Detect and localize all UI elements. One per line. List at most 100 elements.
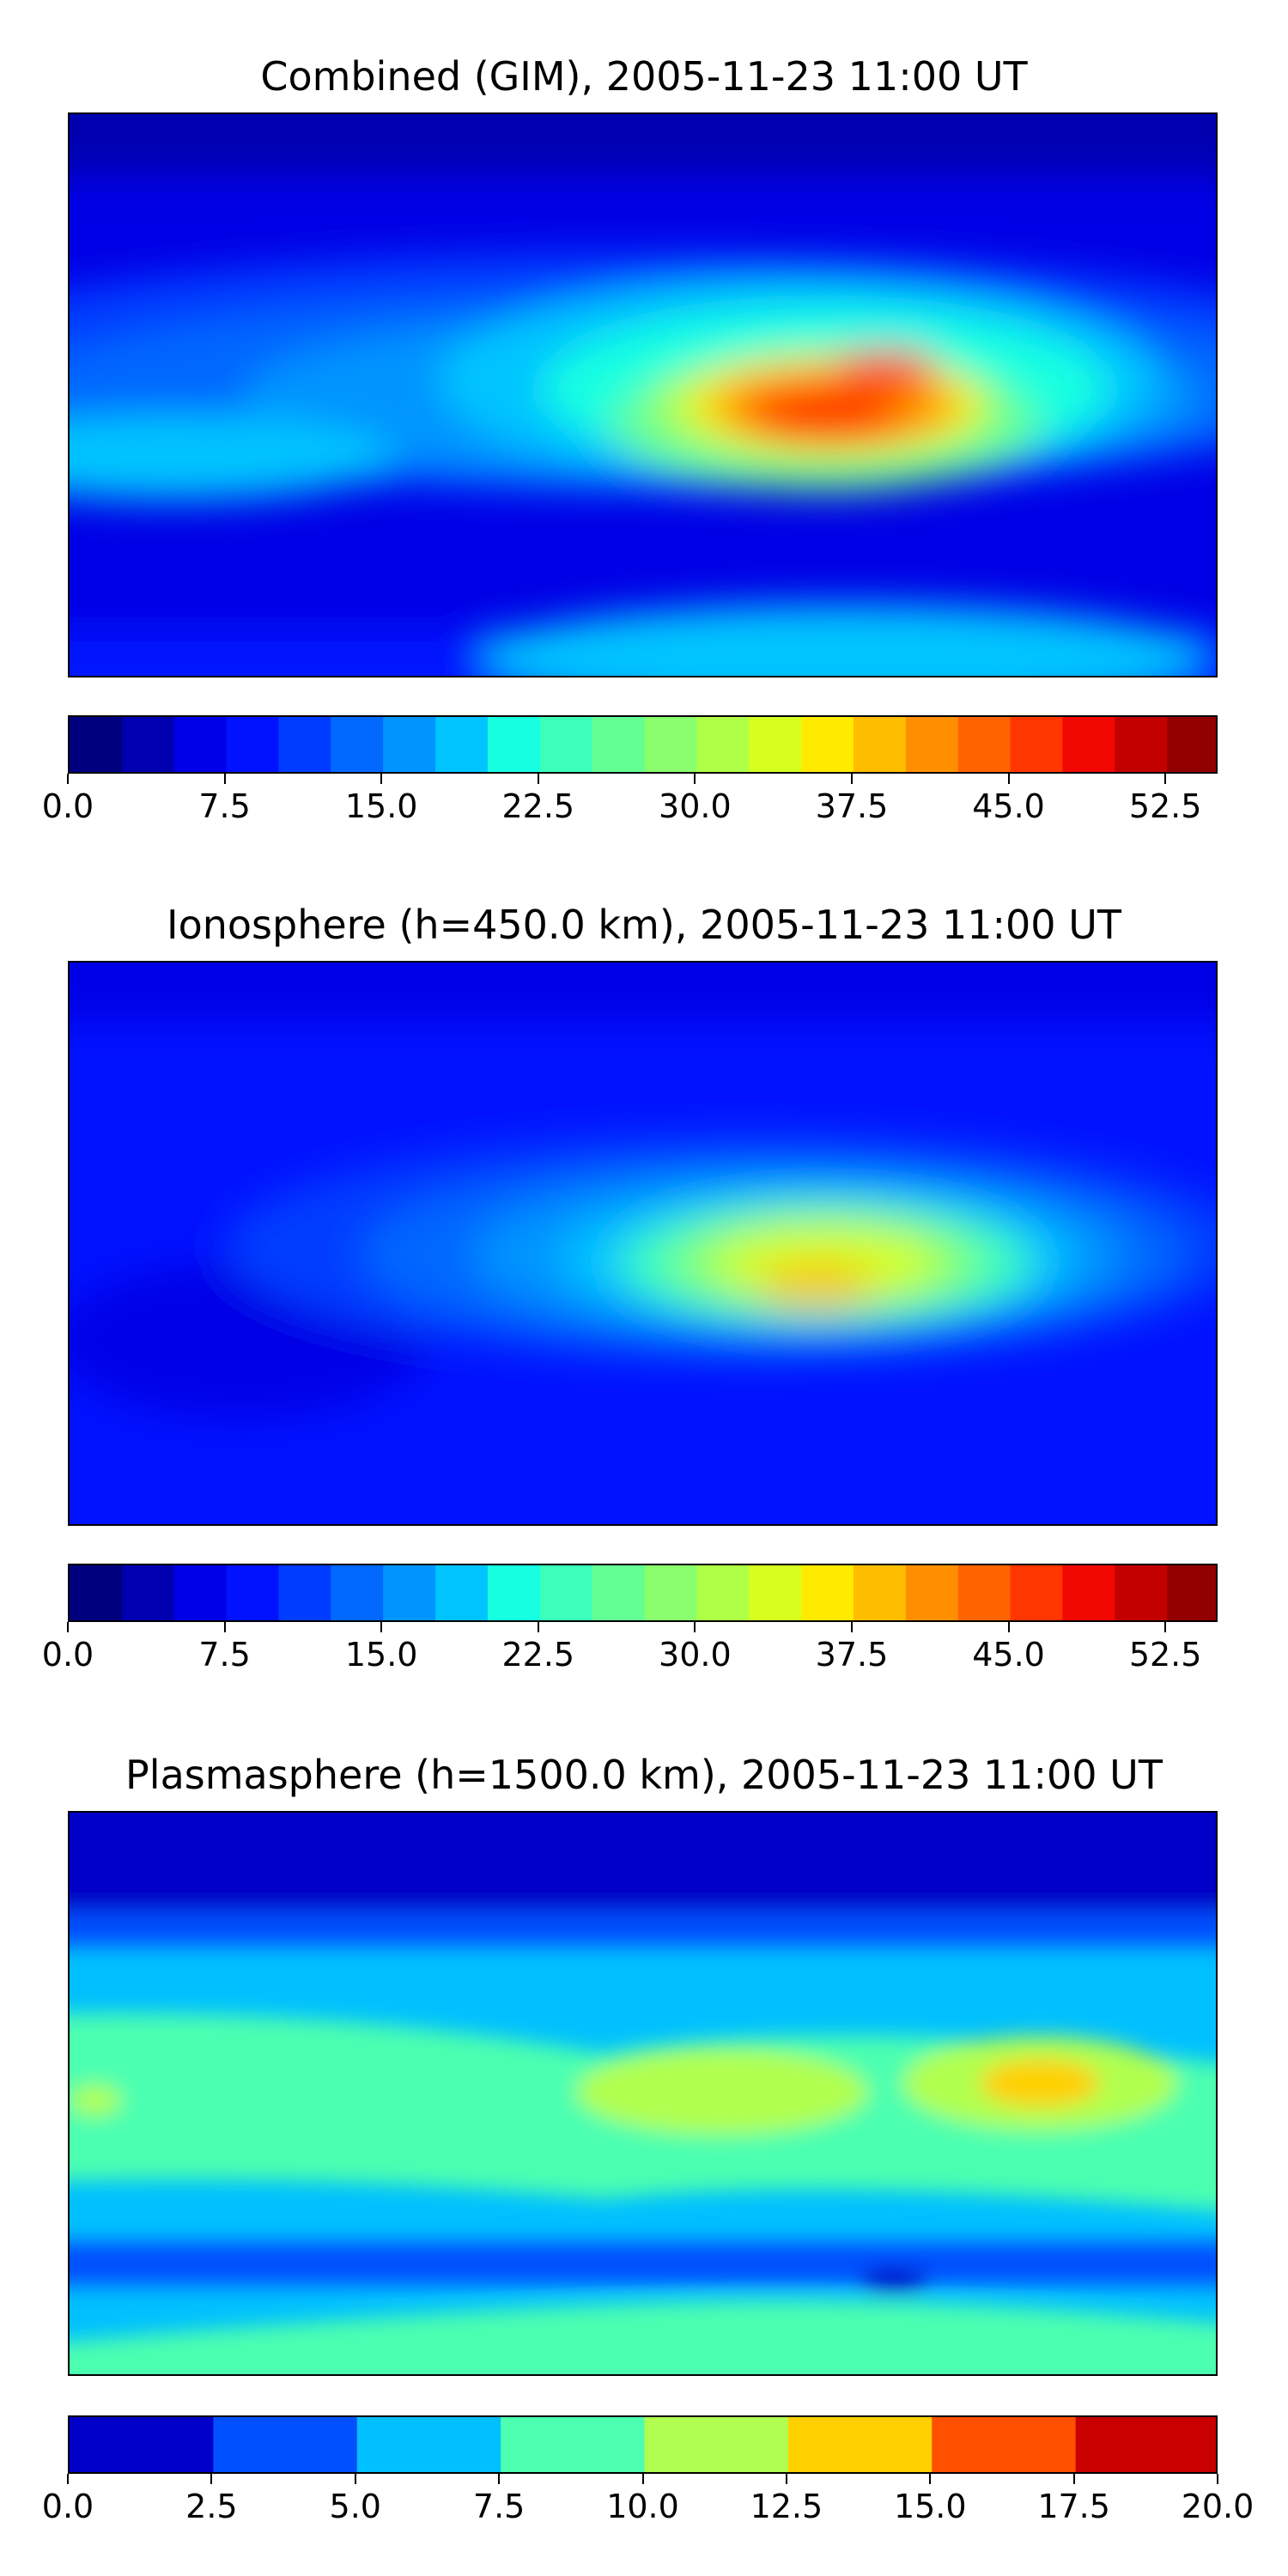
colorbar-segment	[696, 1565, 750, 1620]
colorbar-tick-mark	[1007, 774, 1010, 784]
panel-3-map	[68, 1811, 1218, 2376]
colorbar-tick-mark	[537, 774, 539, 784]
colorbar-segment	[213, 2417, 358, 2472]
colorbar-tick-label: 15.0	[893, 2488, 967, 2525]
colorbar-segment	[1075, 2417, 1216, 2472]
panel-3-colorbar	[68, 2415, 1218, 2474]
colorbar-tick-mark	[1072, 2474, 1075, 2484]
colorbar-segment	[1167, 1565, 1216, 1620]
colorbar-segment	[539, 1565, 593, 1620]
colorbar-segment	[1167, 717, 1216, 772]
colorbar-segment	[1062, 717, 1115, 772]
colorbar-segment	[121, 717, 175, 772]
colorbar-segment	[278, 717, 331, 772]
colorbar-tick-label: 52.5	[1128, 1636, 1202, 1674]
colorbar-segment	[1010, 717, 1064, 772]
colorbar-tick-label: 20.0	[1181, 2488, 1255, 2525]
colorbar-tick-mark	[1217, 2474, 1218, 2484]
colorbar-tick-label: 45.0	[972, 787, 1045, 825]
colorbar-tick-mark	[641, 2474, 644, 2484]
panel-3-title: Plasmasphere (h=1500.0 km), 2005-11-23 1…	[125, 1752, 1163, 1798]
colorbar-segment	[539, 717, 593, 772]
colorbar-tick-label: 2.5	[185, 2488, 238, 2525]
colorbar-segment	[121, 1565, 175, 1620]
colorbar-tick-label: 37.5	[815, 787, 889, 825]
colorbar-tick-label: 22.5	[501, 787, 575, 825]
colorbar-segment	[905, 1565, 959, 1620]
panel-2-colorbar	[68, 1564, 1218, 1622]
colorbar-segment	[173, 1565, 228, 1620]
colorbar-tick-label: 0.0	[41, 1636, 94, 1674]
colorbar-segment	[435, 1565, 489, 1620]
colorbar-segment	[70, 2417, 214, 2472]
colorbar-tick-label: 30.0	[659, 1636, 732, 1674]
colorbar-segment	[487, 717, 541, 772]
colorbar-segment	[644, 1565, 697, 1620]
colorbar-tick-label: 10.0	[606, 2488, 679, 2525]
colorbar-segment	[1115, 717, 1168, 772]
colorbar-tick-mark	[67, 1622, 69, 1632]
colorbar-tick-mark	[210, 2474, 213, 2484]
panel-2-map-svg	[70, 963, 1216, 1524]
colorbar-segment	[644, 2417, 789, 2472]
colorbar-segment	[592, 1565, 646, 1620]
colorbar-tick-label: 45.0	[972, 1636, 1045, 1674]
colorbar-segment	[696, 717, 750, 772]
colorbar-tick-label: 7.5	[472, 2488, 526, 2525]
colorbar-tick-mark	[1164, 1622, 1167, 1632]
colorbar-segment	[331, 717, 384, 772]
colorbar-tick-mark	[850, 1622, 853, 1632]
panel-3-colorbar-ticks: 0.0 2.5 5.0 7.5 10.0 12.5 15.0 17.5 20.0	[42, 2474, 1254, 2525]
panel-2-colorbar-ticks: 0.0 7.5 15.0 22.5 30.0 37.5 45.0 52.5	[42, 1622, 1218, 1674]
colorbar-segment	[957, 717, 1012, 772]
colorbar-tick-mark	[850, 774, 853, 784]
colorbar-segment	[801, 717, 854, 772]
colorbar-tick-mark	[1164, 774, 1167, 784]
colorbar-tick-mark	[1007, 1622, 1010, 1632]
colorbar-segment	[749, 717, 802, 772]
colorbar-segment	[749, 1565, 802, 1620]
colorbar-tick-mark	[537, 1622, 539, 1632]
colorbar-segment	[383, 717, 436, 772]
colorbar-segment	[331, 1565, 384, 1620]
colorbar-segment	[644, 717, 697, 772]
colorbar-segment	[1115, 1565, 1168, 1620]
colorbar-tick-label: 5.0	[329, 2488, 381, 2525]
panel-3-map-svg	[70, 1813, 1216, 2374]
colorbar-tick-label: 37.5	[815, 1636, 889, 1674]
colorbar-tick-mark	[223, 774, 226, 784]
colorbar-segment	[1062, 1565, 1115, 1620]
colorbar-tick-mark	[498, 2474, 501, 2484]
colorbar-tick-label: 7.5	[198, 1636, 251, 1674]
colorbar-segment	[905, 717, 959, 772]
colorbar-tick-label: 15.0	[344, 1636, 418, 1674]
colorbar-tick-label: 0.0	[41, 787, 94, 825]
colorbar-segment	[932, 2417, 1077, 2472]
panel-1-colorbar-ticks: 0.0 7.5 15.0 22.5 30.0 37.5 45.0 52.5	[42, 774, 1218, 825]
colorbar-segment	[853, 717, 907, 772]
panel-1-map	[68, 112, 1218, 677]
colorbar-tick-mark	[67, 774, 69, 784]
colorbar-tick-mark	[785, 2474, 787, 2484]
colorbar-segment	[435, 717, 489, 772]
colorbar-segment	[173, 717, 228, 772]
panel-2-colorbar-svg	[70, 1565, 1216, 1620]
colorbar-tick-label: 0.0	[41, 2488, 94, 2525]
colorbar-segment	[957, 1565, 1012, 1620]
colorbar-segment	[278, 1565, 331, 1620]
colorbar-tick-label: 30.0	[659, 787, 732, 825]
colorbar-tick-mark	[694, 1622, 696, 1632]
panel-2-title: Ionosphere (h=450.0 km), 2005-11-23 11:0…	[167, 902, 1121, 948]
colorbar-tick-label: 15.0	[344, 787, 418, 825]
colorbar-segment	[801, 1565, 854, 1620]
panel-1-title: Combined (GIM), 2005-11-23 11:00 UT	[260, 53, 1028, 100]
colorbar-segment	[592, 717, 646, 772]
colorbar-tick-mark	[929, 2474, 932, 2484]
colorbar-tick-mark	[67, 2474, 69, 2484]
colorbar-segment	[487, 1565, 541, 1620]
colorbar-tick-mark	[694, 774, 696, 784]
colorbar-segment	[1010, 1565, 1064, 1620]
panel-2-map	[68, 961, 1218, 1526]
colorbar-tick-mark	[223, 1622, 226, 1632]
colorbar-segment	[226, 1565, 280, 1620]
